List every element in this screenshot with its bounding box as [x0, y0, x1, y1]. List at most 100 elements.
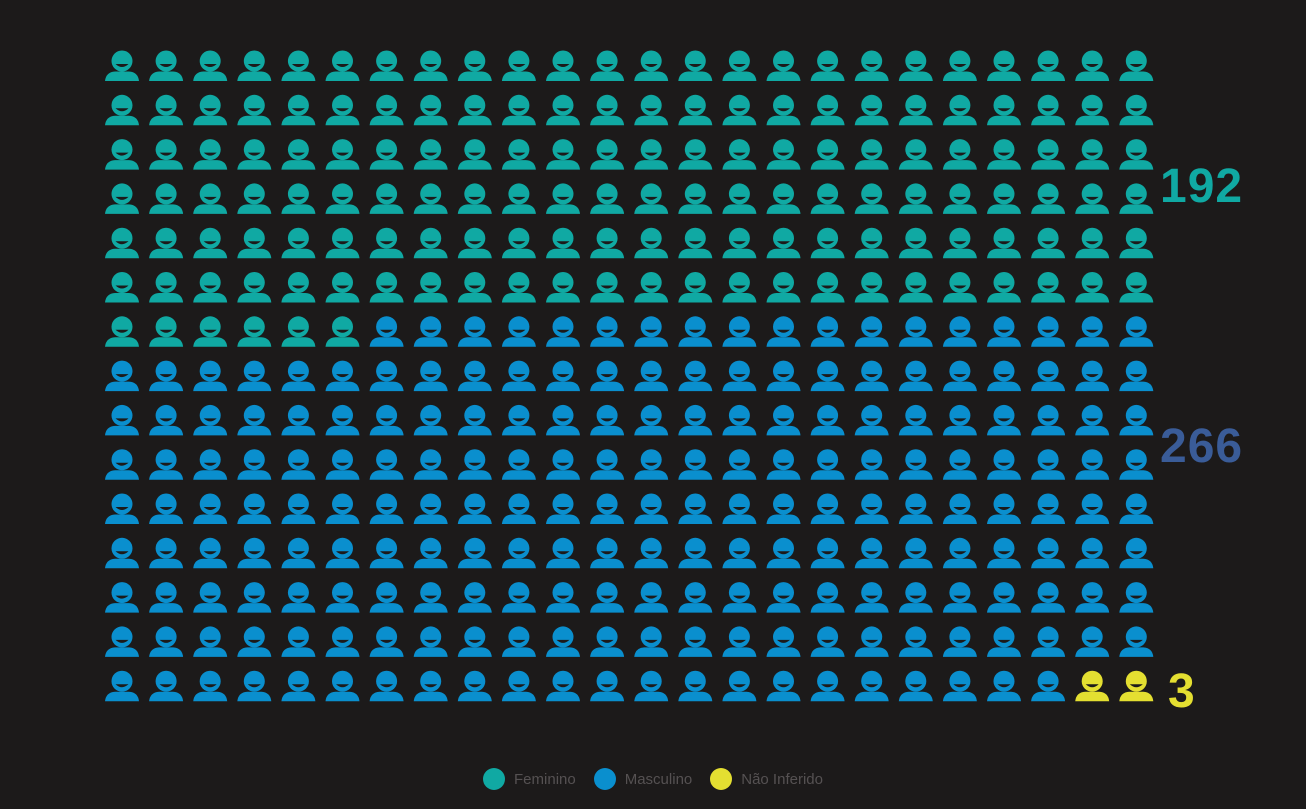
- person-icon-feminino: [854, 272, 889, 303]
- person-icon-masculino: [501, 404, 536, 436]
- person-icon-masculino: [1119, 626, 1154, 657]
- person-icon-masculino: [413, 316, 448, 347]
- person-icon-masculino: [325, 537, 360, 569]
- person-icon-feminino: [281, 316, 316, 347]
- person-icon-feminino: [193, 316, 228, 347]
- person-icon-masculino: [854, 537, 889, 569]
- person-icon-masculino: [722, 449, 757, 480]
- person-icon-feminino: [634, 272, 669, 303]
- person-icon-feminino: [1119, 183, 1154, 214]
- person-icon-feminino: [237, 316, 272, 347]
- person-icon-masculino: [898, 670, 933, 702]
- person-icon-masculino: [898, 404, 933, 436]
- person-icon-masculino: [237, 493, 272, 524]
- person-icon-masculino: [457, 493, 492, 524]
- person-icon-masculino: [854, 404, 889, 436]
- person-icon-masculino: [193, 670, 228, 702]
- person-icon-masculino: [413, 404, 448, 436]
- person-icon-masculino: [810, 360, 845, 392]
- person-icon-masculino: [149, 493, 184, 524]
- person-icon-feminino: [325, 50, 360, 81]
- person-icon-masculino: [854, 493, 889, 524]
- person-icon-feminino: [722, 139, 757, 170]
- person-icon-masculino: [590, 582, 625, 613]
- person-icon-masculino: [501, 360, 536, 392]
- person-icon-masculino: [105, 670, 139, 702]
- person-icon-masculino: [1031, 493, 1066, 524]
- person-icon-masculino: [634, 360, 669, 392]
- person-icon-masculino: [413, 537, 448, 569]
- person-icon-feminino: [810, 227, 845, 259]
- person-icon-masculino: [1031, 360, 1066, 392]
- legend-swatch-nao-inferido: [710, 768, 733, 790]
- person-icon-masculino: [854, 360, 889, 392]
- person-icon-masculino: [898, 493, 933, 524]
- person-icon-feminino: [105, 272, 139, 303]
- person-icon-masculino: [678, 493, 713, 524]
- person-icon-feminino: [193, 94, 228, 126]
- person-icon-masculino: [942, 582, 977, 613]
- person-icon-masculino: [942, 404, 977, 436]
- person-icon-masculino: [105, 360, 139, 392]
- person-icon-masculino: [1075, 493, 1110, 524]
- person-icon-masculino: [766, 493, 801, 524]
- person-icon-feminino: [1075, 227, 1110, 259]
- person-icon-masculino: [590, 537, 625, 569]
- person-icon-feminino: [546, 227, 580, 259]
- person-icon-feminino: [1075, 139, 1110, 170]
- person-icon-masculino: [766, 360, 801, 392]
- person-icon-nao-inferido: [1075, 670, 1110, 702]
- person-icon-masculino: [810, 404, 845, 436]
- person-icon-feminino: [369, 50, 404, 81]
- person-icon-feminino: [987, 227, 1021, 259]
- person-icon-masculino: [766, 626, 801, 657]
- person-icon-masculino: [369, 537, 404, 569]
- person-icon-feminino: [149, 183, 184, 214]
- person-icon-feminino: [810, 94, 845, 126]
- person-icon-masculino: [942, 626, 977, 657]
- person-icon-feminino: [105, 94, 139, 126]
- person-icon-feminino: [237, 272, 272, 303]
- person-icon-masculino: [766, 537, 801, 569]
- person-icon-masculino: [546, 404, 580, 436]
- person-icon-feminino: [1119, 139, 1154, 170]
- person-icon-masculino: [457, 316, 492, 347]
- person-icon-feminino: [1031, 183, 1066, 214]
- person-icon-masculino: [457, 360, 492, 392]
- person-icon-masculino: [546, 493, 580, 524]
- person-icon-feminino: [105, 139, 139, 170]
- person-icon-feminino: [546, 183, 580, 214]
- person-icon-feminino: [766, 139, 801, 170]
- person-icon-masculino: [546, 670, 580, 702]
- person-icon-masculino: [369, 316, 404, 347]
- person-icon-masculino: [854, 449, 889, 480]
- person-icon-feminino: [369, 139, 404, 170]
- person-icon-feminino: [105, 50, 139, 81]
- person-icon-feminino: [1075, 94, 1110, 126]
- person-icon-masculino: [590, 360, 625, 392]
- person-icon-masculino: [1031, 670, 1066, 702]
- person-icon-masculino: [898, 449, 933, 480]
- person-icon-feminino: [678, 183, 713, 214]
- person-icon-feminino: [457, 183, 492, 214]
- person-icon-feminino: [942, 272, 977, 303]
- person-icon-feminino: [590, 139, 625, 170]
- person-icon-masculino: [634, 316, 669, 347]
- person-icon-masculino: [942, 360, 977, 392]
- person-icon-feminino: [722, 227, 757, 259]
- person-icon-feminino: [369, 272, 404, 303]
- person-icon-feminino: [546, 139, 580, 170]
- person-icon-masculino: [810, 670, 845, 702]
- person-icon-feminino: [105, 316, 139, 347]
- person-icon-feminino: [457, 139, 492, 170]
- person-icon-feminino: [193, 139, 228, 170]
- person-icon-masculino: [501, 537, 536, 569]
- person-icon-masculino: [722, 360, 757, 392]
- person-icon-grid: [105, 50, 1154, 702]
- person-icon-feminino: [766, 94, 801, 126]
- person-icon-feminino: [281, 139, 316, 170]
- person-icon-feminino: [1075, 50, 1110, 81]
- person-icon-masculino: [898, 360, 933, 392]
- person-icon-masculino: [987, 449, 1021, 480]
